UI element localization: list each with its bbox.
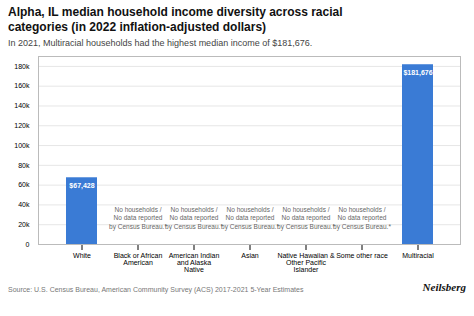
svg-text:0: 0 xyxy=(26,241,30,248)
svg-text:Multiracial: Multiracial xyxy=(402,252,434,259)
svg-text:$181,676: $181,676 xyxy=(403,69,432,77)
svg-text:American Indianand AlaskaNativ: American Indianand AlaskaNative xyxy=(169,252,220,273)
html-text:In 2021, Multiracial household: In 2021, Multiracial households had the … xyxy=(8,38,313,48)
svg-text:Asian: Asian xyxy=(241,252,259,259)
svg-text:120k: 120k xyxy=(14,122,30,129)
svg-text:Some other race: Some other race xyxy=(336,252,388,259)
html-text:Neilsberg: Neilsberg xyxy=(422,281,466,293)
html-text:Alpha, IL median household inc: Alpha, IL median household income divers… xyxy=(8,5,343,34)
svg-text:140k: 140k xyxy=(14,102,30,109)
svg-text:Native Hawaiian &Other Pacific: Native Hawaiian &Other PacificIslander xyxy=(277,252,335,273)
svg-text:No households /No data reporte: No households /No data reportedby Census… xyxy=(277,206,335,231)
svg-text:$67,428: $67,428 xyxy=(69,182,94,190)
svg-text:60k: 60k xyxy=(18,181,30,188)
svg-text:No households /No data reporte: No households /No data reportedby Census… xyxy=(109,206,167,231)
svg-text:160k: 160k xyxy=(14,82,30,89)
svg-text:No households /No data reporte: No households /No data reportedby Census… xyxy=(165,206,223,231)
svg-text:80k: 80k xyxy=(18,162,30,169)
svg-text:100k: 100k xyxy=(14,142,30,149)
svg-text:20k: 20k xyxy=(18,221,30,228)
html-text:Source: U.S. Census Bureau, Am: Source: U.S. Census Bureau, American Com… xyxy=(8,286,304,293)
svg-text:No households /No data reporte: No households /No data reportedby Census… xyxy=(333,206,391,231)
svg-text:180k: 180k xyxy=(14,63,30,70)
svg-text:Black or AfricanAmerican: Black or AfricanAmerican xyxy=(114,252,163,266)
svg-text:40k: 40k xyxy=(18,201,30,208)
svg-text:White: White xyxy=(73,252,91,259)
svg-text:No households /No data reporte: No households /No data reportedby Census… xyxy=(221,206,279,231)
